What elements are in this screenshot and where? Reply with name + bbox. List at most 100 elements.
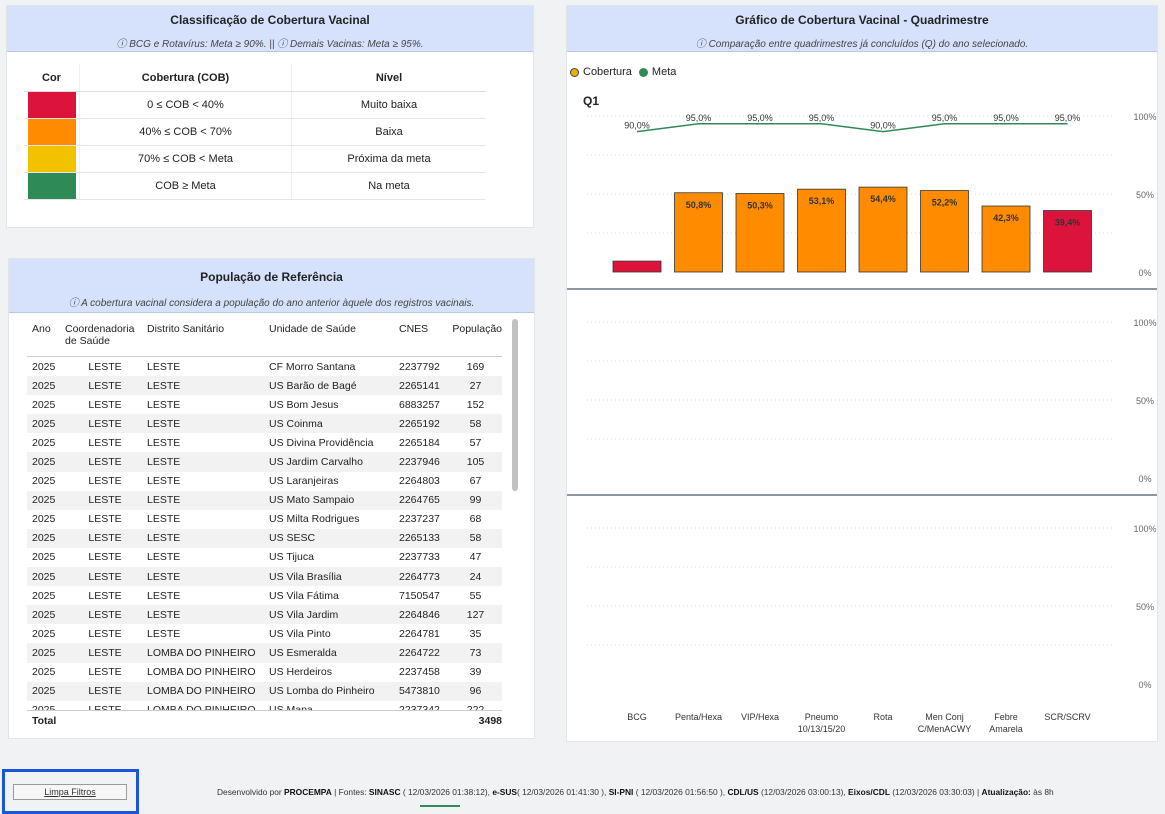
- header-cnes[interactable]: CNES: [399, 323, 429, 335]
- coverage-data-label: 50,8%: [686, 200, 712, 210]
- coverage-data-label: 42,3%: [993, 213, 1019, 223]
- table-row[interactable]: 2025 LESTE LESTE US Divina Providência 22651…: [27, 433, 502, 452]
- coverage-data-label: 54,4%: [870, 194, 896, 204]
- cell-ano: 2025: [27, 704, 65, 710]
- coverage-bar: [920, 190, 969, 273]
- header-cobertura: Cobertura (COB): [79, 64, 291, 91]
- cell-ano: 2025: [32, 398, 56, 411]
- meta-data-label: 90,0%: [624, 121, 650, 131]
- credits-atualizacao-val: às 8h: [1030, 787, 1054, 797]
- header-populacao[interactable]: População: [452, 323, 502, 335]
- cell-populacao: 68: [469, 513, 482, 526]
- cell-populacao: 169: [466, 360, 485, 373]
- table-row[interactable]: 2025 LESTE LESTE US Milta Rodrigues 2237237 6…: [27, 510, 502, 529]
- cell-unidade: US SESC: [269, 532, 316, 545]
- classification-row: 0 ≤ COB < 40% Muito baixa: [24, 92, 486, 119]
- table-row[interactable]: 2025 LESTE LESTE US Vila Brasília 2264773 24: [27, 567, 502, 587]
- chart-legend: Cobertura Meta: [570, 66, 676, 78]
- panel-label-q1: Q1: [583, 94, 600, 108]
- cell-unidade: US Tijuca: [269, 551, 314, 564]
- table-row[interactable]: 2025 LESTE LESTE US Vila Jardim 2264846 127: [27, 605, 502, 625]
- cell-ano: 2025: [32, 627, 56, 640]
- header-distrito[interactable]: Distrito Sanitário: [147, 323, 225, 335]
- population-total-row: Total 3498: [27, 710, 502, 730]
- table-row[interactable]: 2025 LESTE LESTE US Coinma 2265192 58: [27, 414, 502, 434]
- population-table: Ano Coordenadoria de Saúde Distrito Sani…: [27, 321, 502, 730]
- total-value: 3498: [478, 714, 502, 727]
- cell-cnes: 2264722: [399, 646, 440, 659]
- classification-row: 40% ≤ COB < 70% Baixa: [24, 119, 486, 146]
- cell-distrito: LESTE: [147, 456, 181, 469]
- meta-data-label: 95,0%: [932, 113, 958, 123]
- row-level: Próxima da meta: [291, 146, 486, 172]
- row-color-cell: [24, 119, 79, 145]
- legend-cobertura-label[interactable]: Cobertura: [583, 66, 632, 78]
- cell-distrito: LESTE: [147, 570, 181, 583]
- cell-unidade: US Vila Pinto: [269, 627, 331, 640]
- cell-populacao: 96: [469, 685, 482, 698]
- table-row[interactable]: 2025 LESTE LESTE US Bom Jesus 6883257 152: [27, 395, 502, 414]
- limpa-filtros-button[interactable]: Limpa Filtros: [13, 784, 127, 800]
- header-ano[interactable]: Ano: [32, 323, 51, 335]
- y-tick-label: 100%: [1133, 112, 1156, 122]
- color-swatch: [27, 119, 76, 145]
- cell-coordenadoria: LESTE: [88, 627, 122, 640]
- meta-line: [636, 123, 1068, 133]
- table-row[interactable]: 2025 LESTE LESTE US SESC 2265133 58: [27, 528, 502, 548]
- cell-populacao: 105: [466, 456, 485, 469]
- table-row[interactable]: 2025 LESTE LOMBA DO PINHEIRO US Lomba do Pi…: [27, 681, 502, 701]
- cell-unidade: US Divina Providência: [269, 436, 374, 449]
- table-row[interactable]: 2025 LESTE LESTE US Barão de Bagé 2265141 27: [27, 376, 502, 396]
- cell-distrito: LESTE: [147, 551, 181, 564]
- chart-panel: Gráfico de Cobertura Vacinal - Quadrimes…: [566, 5, 1158, 742]
- cell-unidade: US Mapa: [269, 704, 399, 710]
- cell-coordenadoria: LESTE: [88, 513, 122, 526]
- cell-ano: 2025: [32, 379, 56, 392]
- cell-unidade: US Lomba do Pinheiro: [269, 685, 375, 698]
- table-row[interactable]: 2025 LESTE LESTE US Laranjeiras 2264803 67: [27, 472, 502, 491]
- legend-meta-label[interactable]: Meta: [651, 66, 677, 78]
- classification-header: Classificação de Cobertura Vacinal ⓘ BCG…: [7, 6, 533, 52]
- cell-cnes: 2237342: [399, 704, 449, 710]
- header-coordenadoria[interactable]: Coordenadoria de Saúde: [65, 323, 135, 347]
- table-row[interactable]: 2025 LESTE LESTE US Tijuca 2237733 47: [27, 548, 502, 567]
- header-nivel: Nível: [291, 64, 486, 91]
- cell-populacao: 47: [469, 551, 482, 564]
- coverage-bar: [674, 192, 723, 273]
- cell-populacao: 57: [469, 436, 482, 449]
- classification-row: COB ≥ Meta Na meta: [24, 173, 486, 200]
- chart-title: Gráfico de Cobertura Vacinal - Quadrimes…: [735, 13, 989, 27]
- coverage-bar: [858, 186, 908, 273]
- table-row[interactable]: 2025 LESTE LESTE US Vila Fátima 7150547 55: [27, 586, 502, 605]
- header-unidade[interactable]: Unidade de Saúde: [269, 323, 356, 335]
- cell-cnes: 7150547: [399, 589, 440, 602]
- meta-data-label: 95,0%: [747, 113, 773, 123]
- table-row[interactable]: 2025 LESTE LOMBA DO PINHEIRO US Herdeiros 22…: [27, 663, 502, 682]
- population-panel: População de Referência ⓘ A cobertura va…: [8, 258, 535, 739]
- table-scrollbar[interactable]: [512, 319, 518, 491]
- classification-subtitle: ⓘ BCG e Rotavírus: Meta ≥ 90%. || ⓘ Dema…: [116, 39, 424, 50]
- cell-unidade: US Barão de Bagé: [269, 379, 357, 392]
- meta-data-label: 95,0%: [1055, 113, 1081, 123]
- row-range: 0 ≤ COB < 40%: [79, 92, 291, 118]
- table-row[interactable]: 2025 LESTE LOMBA DO PINHEIRO US Esmeralda 22…: [27, 643, 502, 663]
- table-row[interactable]: 2025 LESTE LESTE US Vila Pinto 2264781 35: [27, 624, 502, 643]
- cell-cnes: 2237946: [399, 456, 440, 469]
- x-tick-label: Rota: [873, 712, 892, 722]
- cell-unidade: US Mato Sampaio: [269, 494, 355, 507]
- cell-unidade: US Herdeiros: [269, 666, 333, 679]
- cell-unidade: US Jardim Carvalho: [269, 456, 363, 469]
- cell-coordenadoria: LESTE: [88, 417, 122, 430]
- row-color-cell: [24, 92, 79, 118]
- table-row[interactable]: 2025 LESTE LESTE CF Morro Santana 2237792 169: [27, 357, 502, 376]
- cell-populacao: 24: [469, 570, 482, 583]
- cell-unidade: US Bom Jesus: [269, 398, 339, 411]
- cell-cnes: 2264846: [399, 608, 440, 621]
- table-row[interactable]: 2025 LESTE LESTE US Mato Sampaio 2264765 99: [27, 490, 502, 510]
- table-row[interactable]: 2025 LESTE LESTE US Jardim Carvalho 2237946 1…: [27, 452, 502, 472]
- y-tick-label: 100%: [1133, 524, 1156, 534]
- cell-ano: 2025: [32, 532, 56, 545]
- legend-meta-dot: [638, 67, 648, 77]
- cell-populacao: 152: [466, 398, 485, 411]
